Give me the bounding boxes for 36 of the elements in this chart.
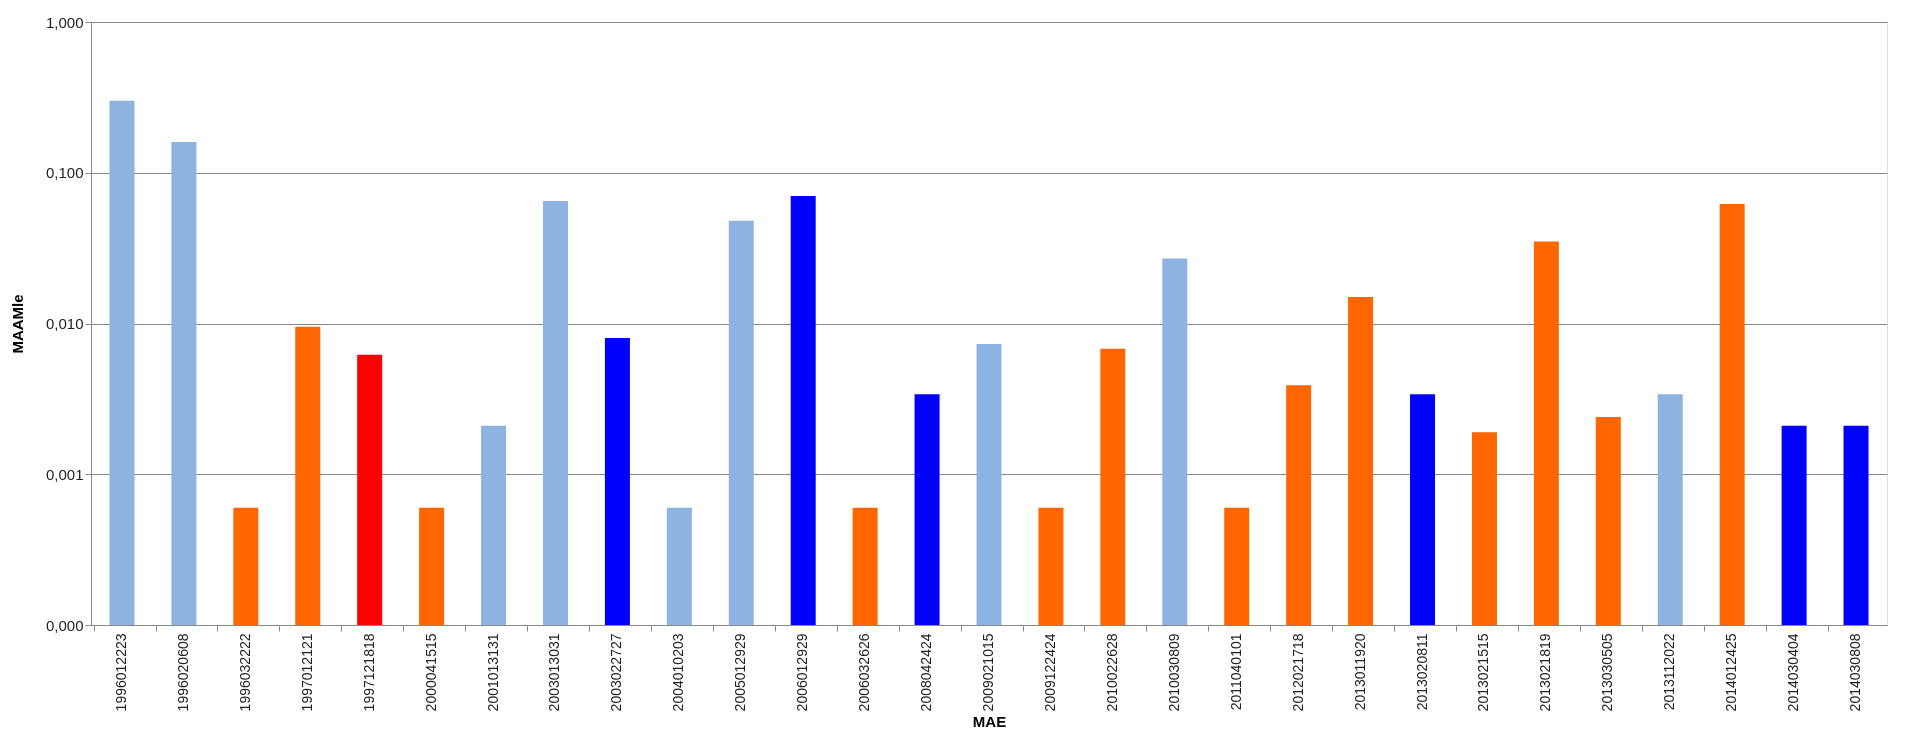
- x-tick-label: 2011040101: [1227, 633, 1244, 711]
- y-tick-label: 1,000: [45, 13, 84, 31]
- x-tick-label: 2014030808: [1847, 633, 1864, 712]
- x-tick-label: 2013011920: [1351, 633, 1368, 711]
- x-tick-label: 2010030809: [1165, 633, 1182, 712]
- x-tick-label: 1996032222: [236, 633, 253, 712]
- y-tick-label: 0,010: [45, 315, 84, 332]
- x-tick-label: 2013030505: [1599, 633, 1616, 712]
- x-tick-label: 2006012929: [794, 633, 811, 712]
- x-tick-label: 2014012425: [1723, 633, 1740, 712]
- x-tick-label: 2013020811: [1413, 633, 1430, 711]
- y-axis-title: MAAMle: [8, 294, 26, 354]
- x-tick-label: 2003013031: [546, 633, 563, 712]
- y-tick-label: 0,100: [45, 164, 84, 182]
- x-tick-label: 2000041515: [422, 633, 439, 712]
- x-tick-label: 2003022727: [608, 633, 625, 712]
- x-tick-label: 2008042424: [918, 633, 935, 712]
- x-tick-label: 2013021515: [1475, 633, 1492, 712]
- x-tick-label: 2009021015: [980, 633, 996, 712]
- y-tick-label: 0,001: [45, 465, 84, 483]
- x-tick-label: 1997012121: [298, 633, 315, 712]
- x-tick-label: 2010022628: [1103, 633, 1120, 712]
- x-tick-label: 2004010203: [670, 633, 687, 712]
- x-tick-label: 1997121818: [360, 633, 377, 712]
- x-axis-title: MAE: [972, 713, 1007, 731]
- x-tick-label: 2009122424: [1041, 633, 1058, 712]
- x-tick-label: 2014030404: [1785, 633, 1802, 712]
- y-tick-label: 0,000: [45, 616, 84, 634]
- x-tick-label: 2001013131: [484, 633, 501, 712]
- x-tick-label: 2012021718: [1289, 633, 1306, 712]
- x-tick-label: 1996020608: [174, 633, 191, 712]
- x-tick-label: 1996012223: [112, 633, 129, 712]
- x-tick-label: 2006032626: [856, 633, 873, 712]
- x-tick-label: 2005012929: [732, 633, 749, 712]
- x-tick-label: 2013112022: [1661, 633, 1678, 711]
- x-tick-label: 2013021819: [1537, 633, 1554, 712]
